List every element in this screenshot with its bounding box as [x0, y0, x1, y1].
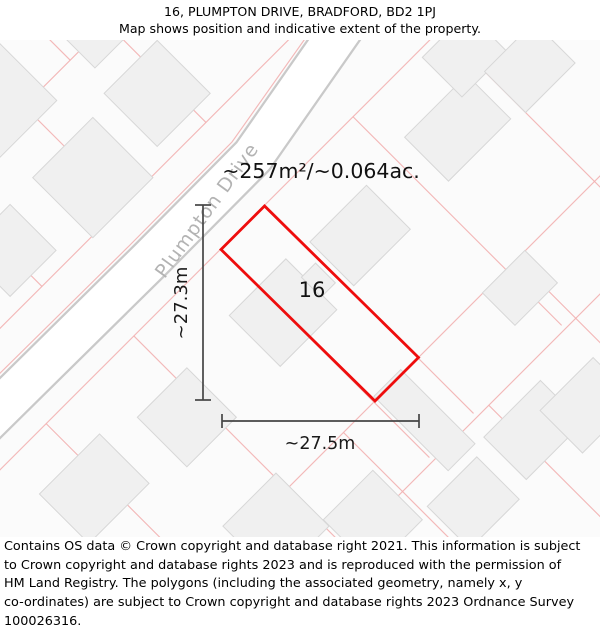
- building: [0, 43, 58, 158]
- footer-line: co-ordinates) are subject to Crown copyr…: [4, 595, 575, 611]
- building: [103, 40, 211, 148]
- building: [539, 356, 600, 454]
- building: [373, 368, 476, 472]
- footer-line: Contains OS data © Crown copyright and d…: [4, 539, 581, 554]
- page-title: 16, PLUMPTON DRIVE, BRADFORD, BD2 1PJ: [164, 4, 436, 19]
- building: [38, 433, 150, 537]
- horizontal-dimension-label: ~27.5m: [285, 434, 356, 454]
- horizontal-dimension: [221, 414, 420, 428]
- building: [403, 74, 512, 182]
- footer-line: 100026316.: [4, 613, 82, 625]
- page-subtitle: Map shows position and indicative extent…: [118, 21, 482, 36]
- building: [309, 184, 412, 287]
- plot-number-label: 16: [299, 278, 326, 302]
- road-surface: [0, 40, 359, 437]
- property-outline: [219, 204, 421, 403]
- building-plot-16-annex: [300, 262, 337, 298]
- building: [322, 469, 424, 537]
- copyright-footer: Contains OS data © Crown copyright and d…: [4, 538, 598, 625]
- header: 16, PLUMPTON DRIVE, BRADFORD, BD2 1PJ Ma…: [0, 3, 600, 37]
- building: [421, 40, 508, 98]
- footer-line: HM Land Registry. The polygons (includin…: [4, 576, 523, 592]
- building: [481, 249, 559, 327]
- building: [0, 203, 57, 298]
- building: [32, 116, 154, 239]
- building: [483, 40, 576, 114]
- building: [222, 472, 330, 537]
- building: [426, 456, 520, 537]
- footer-line: to Crown copyright and database rights 2…: [4, 557, 562, 573]
- area-label: ~257m²/~0.064ac.: [222, 159, 420, 183]
- vertical-dimension: [195, 204, 211, 401]
- road: [0, 40, 362, 440]
- road-side-parcel-line: [0, 40, 305, 375]
- building: [136, 367, 238, 468]
- vertical-dimension-label: ~27.3m: [171, 267, 192, 340]
